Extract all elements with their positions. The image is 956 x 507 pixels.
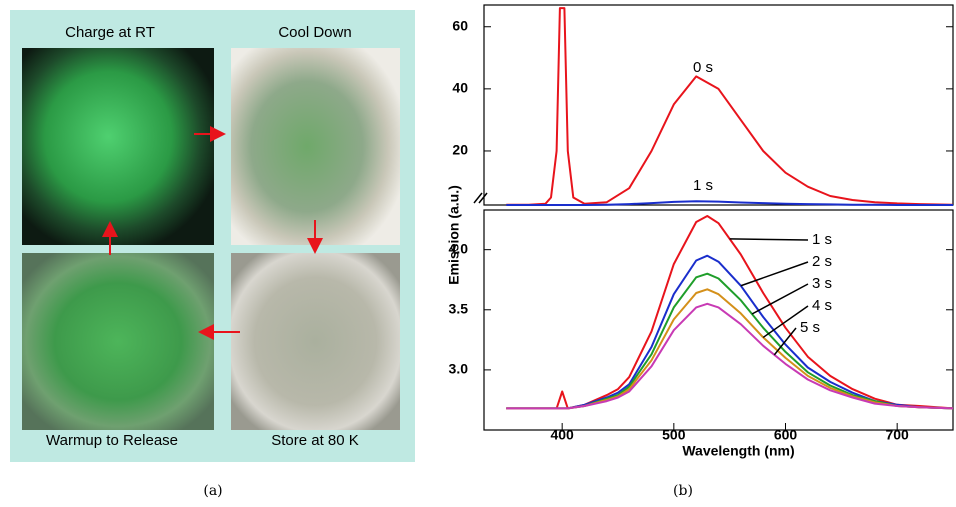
series-label: 4 s	[812, 297, 832, 314]
photo-label: Store at 80 K	[271, 432, 359, 449]
y-tick-label: 4.0	[449, 240, 469, 256]
leader-line	[762, 305, 809, 339]
series-line	[506, 288, 954, 410]
y-tick-label: 40	[452, 80, 468, 96]
photo	[22, 48, 214, 245]
photo	[231, 48, 400, 245]
y-tick-label: 60	[452, 17, 468, 33]
series-label: 0 s	[693, 59, 713, 76]
x-tick-label: 400	[550, 427, 574, 443]
photo	[22, 253, 214, 430]
series-label: 5 s	[800, 319, 820, 336]
series-label: 3 s	[812, 275, 832, 292]
y-tick-label: 3.0	[449, 361, 469, 377]
series-line	[506, 7, 954, 206]
photo	[231, 253, 400, 430]
y-tick-label: 3.5	[449, 300, 469, 316]
plot-frame	[483, 4, 954, 206]
arrows	[102, 126, 323, 340]
series-label: 1 s	[693, 177, 713, 194]
leader-line	[751, 283, 809, 315]
leader-line	[773, 327, 797, 356]
x-tick-label: 600	[774, 427, 798, 443]
series-line	[506, 302, 954, 410]
x-tick-label: 700	[885, 427, 909, 443]
series-line	[506, 272, 954, 410]
caption: (a)	[203, 483, 222, 499]
series-line	[506, 200, 953, 206]
series-label: 1 s	[812, 231, 832, 248]
y-tick-label: 20	[452, 142, 468, 158]
leader-line	[729, 238, 809, 241]
photo-label: Charge at RT	[65, 24, 155, 41]
leader-line	[740, 261, 809, 287]
axis-break	[473, 192, 488, 204]
series-label: 2 s	[812, 253, 832, 270]
photo-label: Cool Down	[278, 24, 351, 41]
plot-frame	[483, 209, 954, 431]
series-line	[506, 215, 954, 410]
caption: (b)	[673, 483, 693, 499]
x-axis-label: Wavelength (nm)	[682, 443, 794, 459]
photo-label: Warmup to Release	[46, 432, 178, 449]
series-line	[506, 254, 954, 410]
x-tick-label: 500	[662, 427, 686, 443]
y-axis-label: Emission (a.u.)	[446, 185, 462, 285]
